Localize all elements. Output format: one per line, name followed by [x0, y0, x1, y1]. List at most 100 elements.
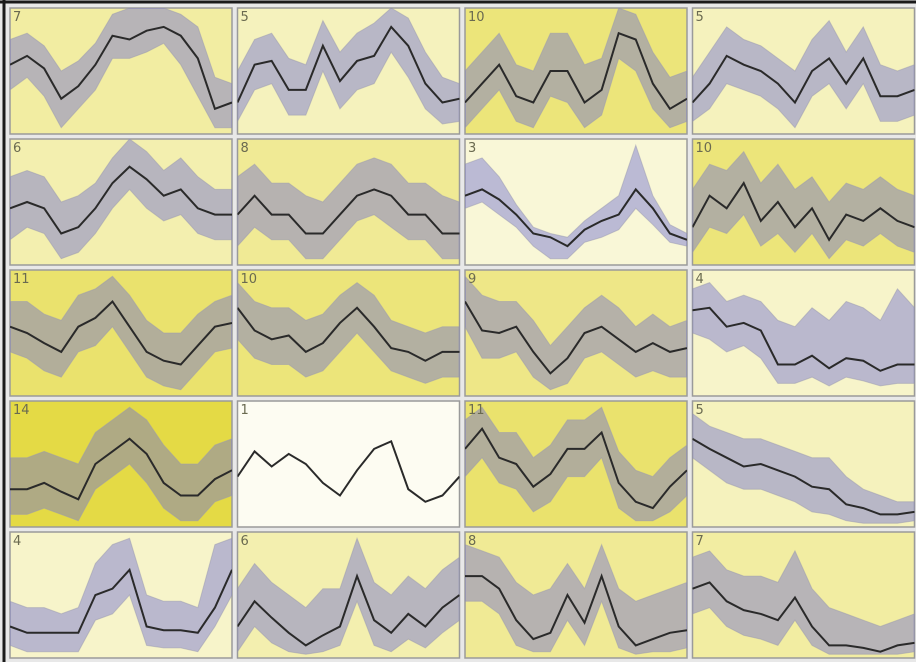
cluster-count: 4 — [13, 534, 21, 549]
panel: 10 — [691, 138, 916, 266]
panel-background — [691, 400, 916, 528]
panel: 7 — [691, 531, 916, 659]
median-line — [10, 299, 232, 366]
median-line — [465, 300, 687, 375]
band — [465, 143, 687, 260]
panel-background — [236, 138, 461, 266]
band — [237, 157, 460, 260]
cluster-count: 11 — [13, 272, 30, 287]
band — [692, 412, 915, 524]
median-line — [692, 581, 915, 653]
median-line — [237, 188, 460, 235]
median-line — [237, 25, 460, 104]
panel: 4 — [9, 531, 233, 659]
cluster-count: 7 — [13, 10, 21, 25]
cluster-count: 8 — [468, 534, 476, 549]
cluster-count: 6 — [13, 141, 21, 156]
panel: 4 — [691, 269, 916, 397]
median-line — [237, 573, 460, 647]
band — [692, 150, 915, 260]
panel: 14 — [9, 400, 233, 528]
band — [237, 281, 460, 384]
panel-background — [691, 269, 916, 397]
plot — [10, 537, 232, 653]
plot — [692, 549, 915, 655]
median-line — [692, 306, 915, 372]
panel: 5 — [691, 400, 916, 528]
plot — [237, 157, 460, 260]
cluster-count: 14 — [13, 403, 30, 418]
panel: 6 — [9, 138, 233, 266]
median-line — [465, 31, 687, 111]
panel-background — [9, 269, 233, 397]
cluster-count: 5 — [241, 10, 249, 25]
plot — [465, 543, 687, 655]
panel: 10 — [236, 269, 461, 397]
cluster-count: 8 — [241, 141, 249, 156]
cluster-count: 10 — [468, 10, 485, 25]
panel: 8 — [464, 531, 688, 659]
panel: 5 — [236, 7, 461, 135]
median-line — [465, 426, 687, 510]
panel: 6 — [236, 531, 461, 659]
band — [237, 8, 460, 125]
plot — [10, 8, 232, 129]
panel-background — [236, 531, 461, 659]
panel: 9 — [464, 269, 688, 397]
cluster-count: 6 — [241, 534, 249, 549]
band — [10, 537, 232, 653]
cluster-count: 11 — [468, 403, 485, 418]
median-line — [465, 573, 687, 647]
band — [692, 19, 915, 129]
panel-background — [691, 138, 916, 266]
cluster-count: 9 — [468, 272, 476, 287]
median-line — [10, 567, 232, 634]
median-line — [692, 54, 915, 105]
plot — [692, 412, 915, 524]
cluster-count: 10 — [696, 141, 713, 156]
median-line — [692, 181, 915, 242]
plot — [10, 275, 232, 391]
median-line — [237, 439, 460, 503]
band — [465, 406, 687, 522]
panel-background — [236, 269, 461, 397]
panel-background — [236, 400, 461, 528]
plot — [10, 139, 232, 260]
cluster-count: 7 — [696, 534, 704, 549]
panel-background — [691, 531, 916, 659]
band — [10, 8, 232, 129]
plot — [237, 281, 460, 384]
plot — [237, 8, 460, 125]
panel: 11 — [9, 269, 233, 397]
panel: 5 — [691, 7, 916, 135]
panel-background — [9, 531, 233, 659]
plot — [465, 406, 687, 522]
cluster-count: 10 — [241, 272, 258, 287]
cluster-count: 5 — [696, 10, 704, 25]
band — [465, 543, 687, 655]
cluster-count: 5 — [696, 403, 704, 418]
band — [692, 549, 915, 655]
panel-background — [9, 7, 233, 135]
panel-background — [9, 138, 233, 266]
median-line — [692, 437, 915, 516]
panel: 1 — [236, 400, 461, 528]
plot — [465, 275, 687, 391]
plot — [465, 143, 687, 260]
cluster-count: 1 — [241, 403, 249, 418]
panel: 3 — [464, 138, 688, 266]
plot — [10, 406, 232, 522]
band — [237, 536, 460, 655]
median-line — [237, 306, 460, 362]
plot — [692, 282, 915, 387]
plot — [237, 536, 460, 655]
band — [10, 139, 232, 260]
median-line — [465, 187, 687, 248]
cluster-count: 3 — [468, 141, 476, 156]
panel: 8 — [236, 138, 461, 266]
median-line — [10, 437, 232, 501]
plot — [692, 150, 915, 260]
cluster-count: 4 — [696, 272, 704, 287]
